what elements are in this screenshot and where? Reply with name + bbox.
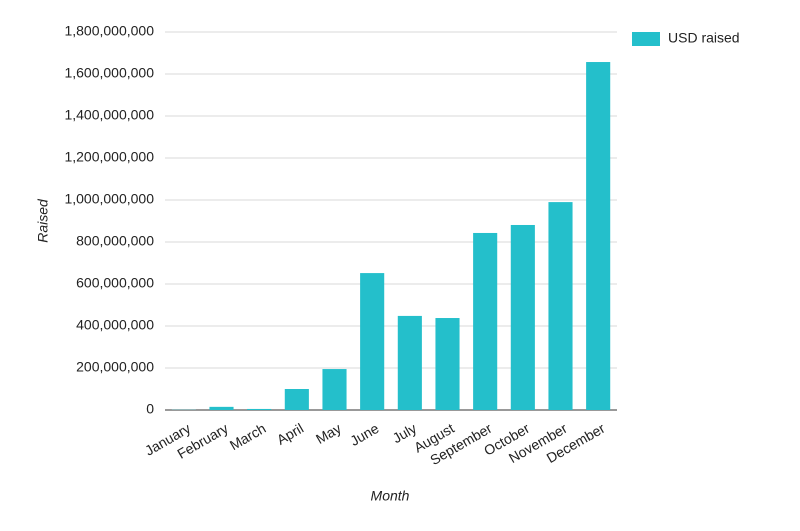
y-tick-label: 400,000,000 [76, 317, 154, 333]
x-axis-title: Month [371, 488, 410, 504]
y-tick-label: 1,200,000,000 [64, 149, 154, 165]
x-tick-label: April [274, 420, 306, 448]
bar [397, 315, 422, 410]
y-tick-label: 0 [146, 401, 154, 417]
x-tick-label: March [227, 420, 269, 453]
bar [586, 62, 611, 410]
bar [209, 406, 234, 410]
bar [360, 273, 385, 410]
bar [247, 408, 272, 410]
bar [284, 389, 309, 410]
y-tick-label: 1,400,000,000 [64, 107, 154, 123]
bar [473, 232, 498, 410]
y-tick-label: 1,600,000,000 [64, 65, 154, 81]
bar [548, 202, 573, 410]
x-tick-label: June [347, 420, 381, 449]
y-axis-title: Raised [35, 198, 51, 243]
legend-swatch [632, 32, 660, 46]
bar [435, 318, 460, 410]
bar [510, 224, 535, 410]
y-tick-label: 800,000,000 [76, 233, 154, 249]
y-tick-label: 1,800,000,000 [64, 23, 154, 39]
y-tick-label: 600,000,000 [76, 275, 154, 291]
y-tick-label: 200,000,000 [76, 359, 154, 375]
legend-label: USD raised [668, 30, 740, 46]
x-tick-label: May [313, 420, 344, 447]
y-tick-label: 1,000,000,000 [64, 191, 154, 207]
bar [322, 369, 347, 410]
